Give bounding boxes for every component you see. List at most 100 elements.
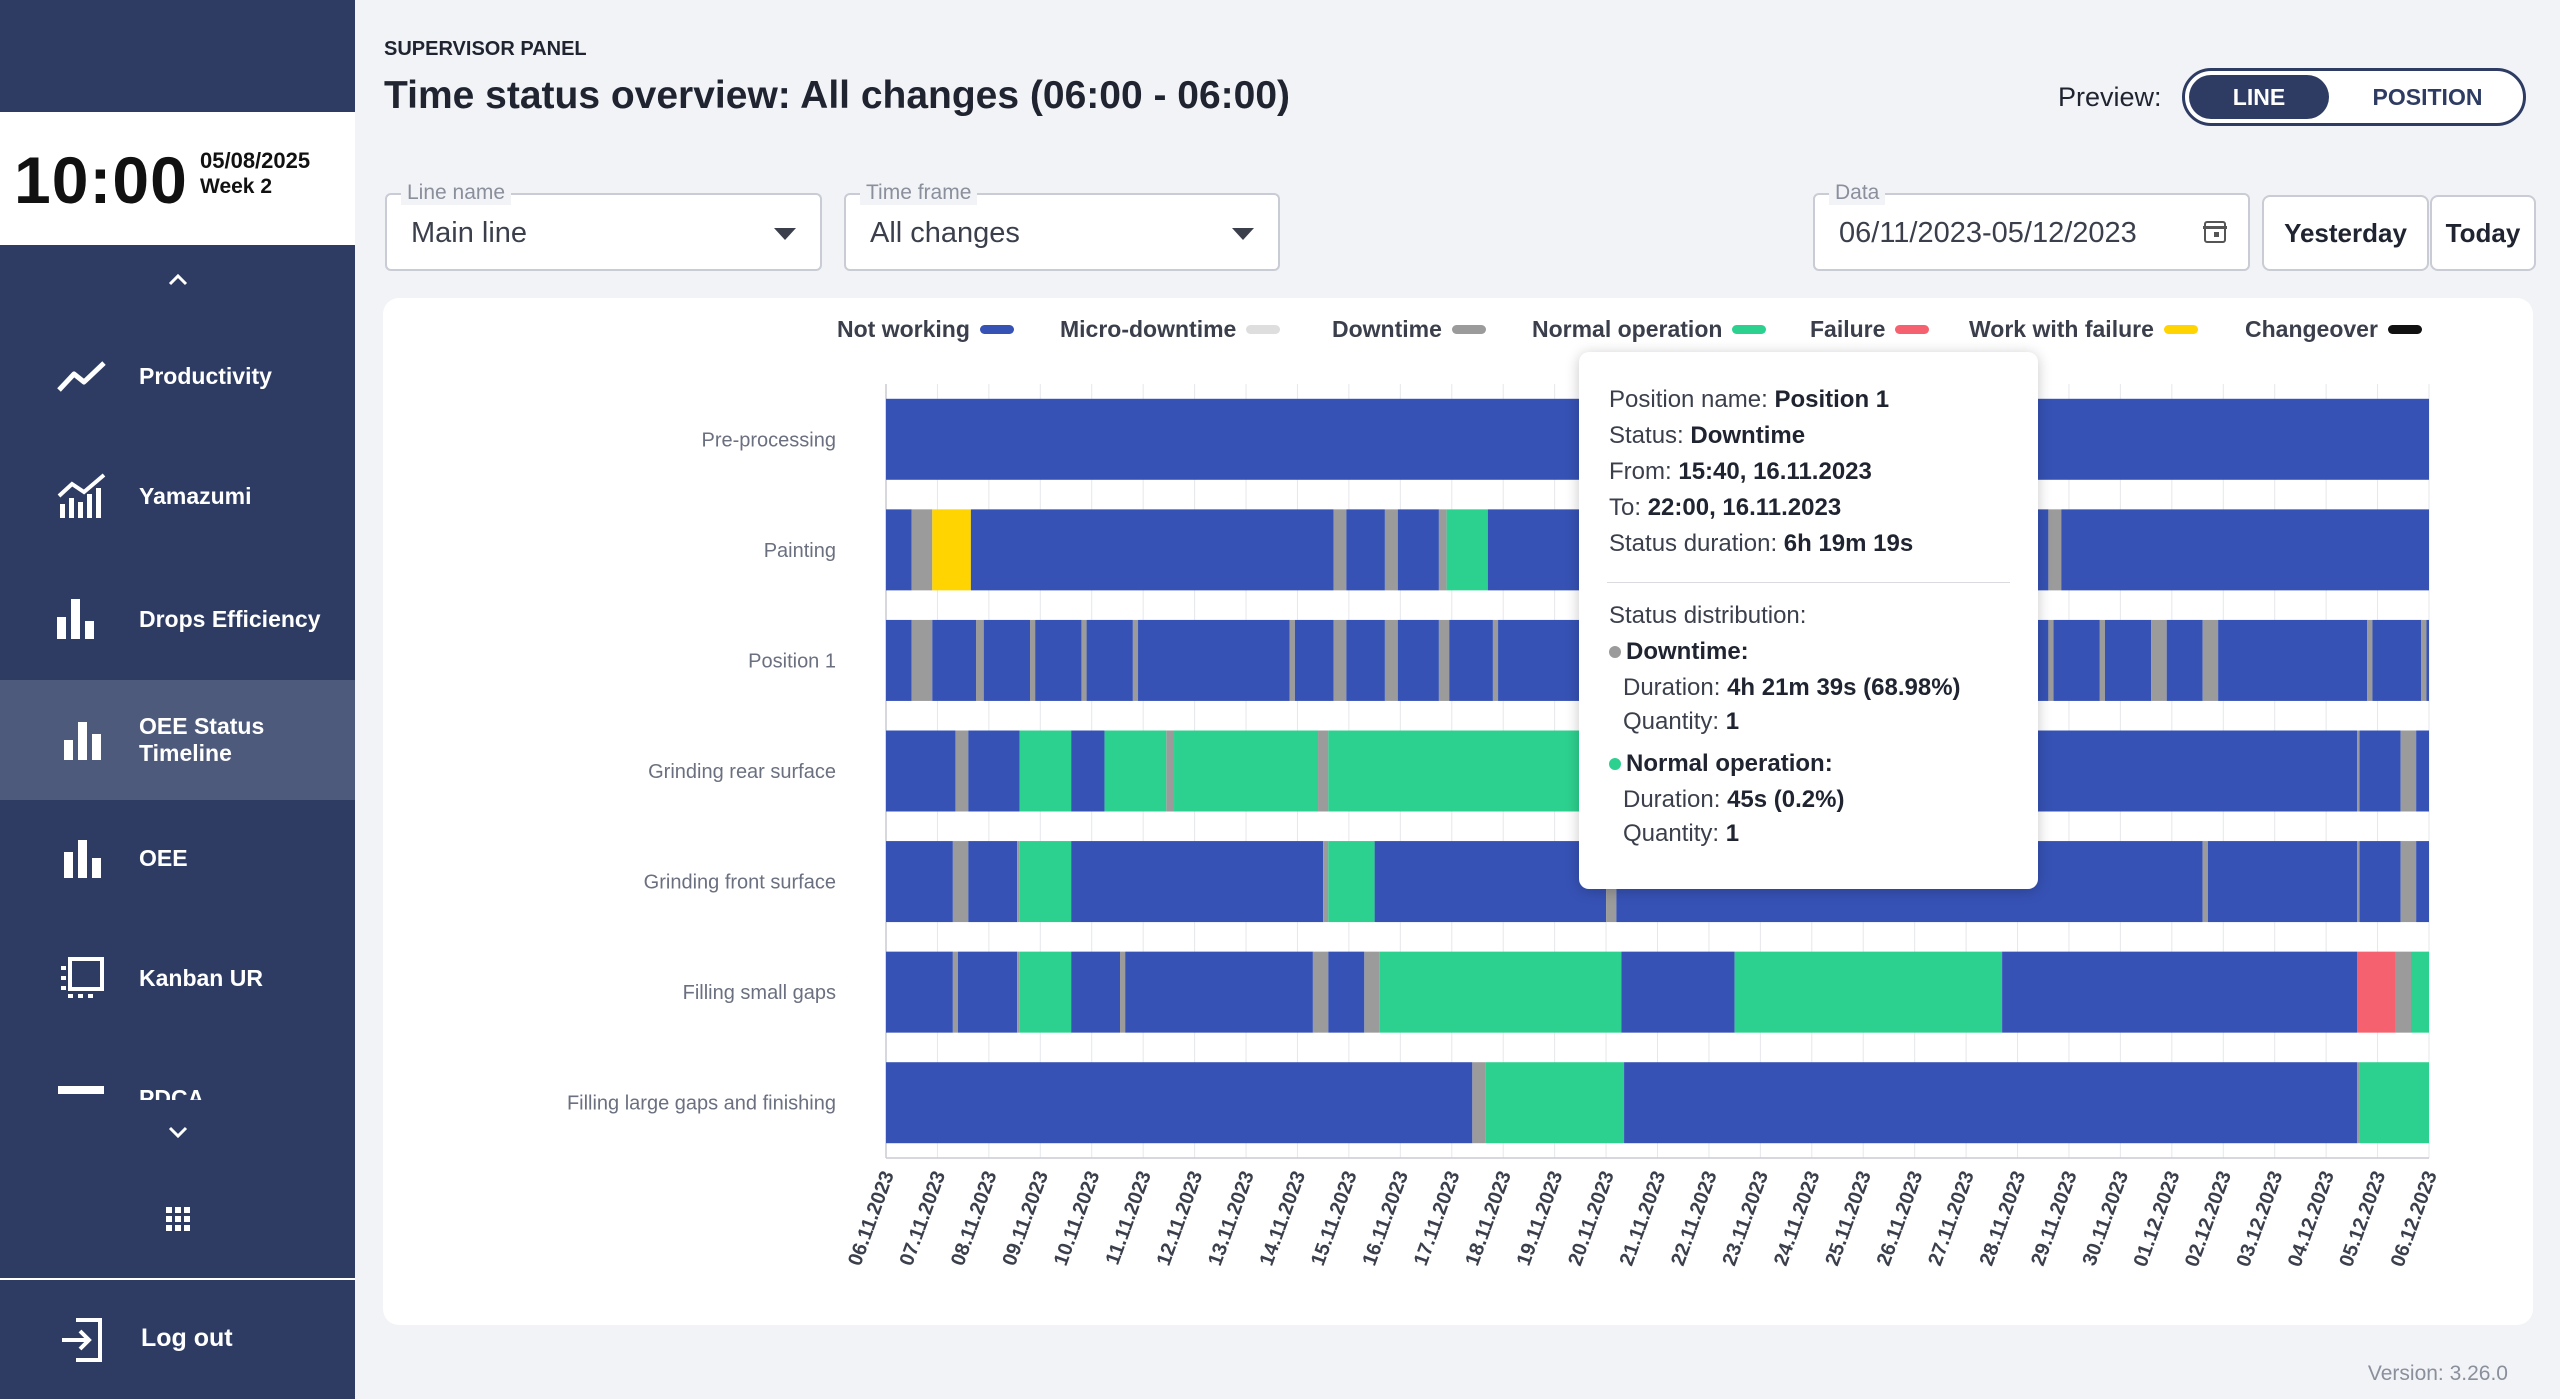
status-segment[interactable] bbox=[886, 619, 912, 701]
status-segment[interactable] bbox=[932, 619, 977, 701]
status-segment[interactable] bbox=[2356, 1062, 2360, 1144]
line-name-select[interactable]: Line name Main line bbox=[385, 181, 822, 271]
status-segment[interactable] bbox=[1071, 841, 1324, 923]
status-segment[interactable] bbox=[1019, 730, 1072, 812]
status-segment[interactable] bbox=[2104, 619, 2152, 701]
preview-position-option[interactable]: POSITION bbox=[2372, 83, 2483, 110]
status-segment[interactable] bbox=[886, 730, 956, 812]
status-segment[interactable] bbox=[1333, 509, 1347, 591]
status-segment[interactable] bbox=[2410, 951, 2429, 1033]
status-segment[interactable] bbox=[1328, 951, 1365, 1033]
status-segment[interactable] bbox=[2359, 1062, 2429, 1144]
legend-item-not-working[interactable]: Not working bbox=[837, 316, 1014, 343]
status-segment[interactable] bbox=[1374, 841, 1607, 923]
status-segment[interactable] bbox=[955, 730, 969, 812]
status-segment[interactable] bbox=[2359, 730, 2401, 812]
apps-grid-icon[interactable] bbox=[166, 1207, 190, 1231]
status-segment[interactable] bbox=[1174, 730, 1319, 812]
legend-item-failure[interactable]: Failure bbox=[1810, 316, 1930, 343]
status-segment[interactable] bbox=[932, 509, 971, 591]
legend-item-micro-downtime[interactable]: Micro-downtime bbox=[1060, 316, 1281, 343]
status-segment[interactable] bbox=[1035, 619, 1082, 701]
status-segment[interactable] bbox=[1449, 619, 1493, 701]
scroll-down-chevron-icon[interactable] bbox=[0, 1115, 355, 1146]
status-segment[interactable] bbox=[2400, 841, 2417, 923]
sidebar-item-oee-status-timeline[interactable]: OEE Status Timeline bbox=[0, 680, 355, 800]
status-segment[interactable] bbox=[2426, 619, 2429, 701]
status-segment[interactable] bbox=[1086, 619, 1133, 701]
status-segment[interactable] bbox=[2002, 951, 2357, 1033]
status-segment[interactable] bbox=[968, 730, 1020, 812]
status-segment[interactable] bbox=[1323, 841, 1329, 923]
status-segment[interactable] bbox=[1318, 730, 1329, 812]
legend-item-changeover[interactable]: Changeover bbox=[2245, 316, 2422, 343]
status-segment[interactable] bbox=[911, 619, 933, 701]
status-segment[interactable] bbox=[2099, 619, 2105, 701]
status-segment[interactable] bbox=[1346, 509, 1385, 591]
status-segment[interactable] bbox=[886, 509, 912, 591]
status-segment[interactable] bbox=[1485, 1062, 1625, 1144]
status-segment[interactable] bbox=[1438, 509, 1447, 591]
status-segment[interactable] bbox=[1017, 841, 1020, 923]
status-segment[interactable] bbox=[1138, 619, 1290, 701]
status-segment[interactable] bbox=[2367, 619, 2373, 701]
status-segment[interactable] bbox=[983, 619, 1031, 701]
status-segment[interactable] bbox=[1734, 951, 2003, 1033]
sidebar-item-oee[interactable]: OEE bbox=[0, 798, 355, 918]
status-segment[interactable] bbox=[1333, 619, 1347, 701]
status-segment[interactable] bbox=[1081, 619, 1087, 701]
status-segment[interactable] bbox=[1125, 951, 1313, 1033]
sidebar-item-pdca[interactable]: PDCA bbox=[0, 1070, 355, 1100]
legend-item-work-with-failure[interactable]: Work with failure bbox=[1969, 316, 2198, 343]
preview-line-option[interactable]: LINE bbox=[2189, 75, 2329, 119]
status-segment[interactable] bbox=[2061, 509, 2429, 591]
status-segment[interactable] bbox=[1166, 730, 1175, 812]
status-segment[interactable] bbox=[911, 509, 933, 591]
date-range-field[interactable]: Data 06/11/2023-05/12/2023 bbox=[1813, 181, 2250, 271]
sidebar-item-productivity[interactable]: Productivity bbox=[0, 316, 355, 436]
status-segment[interactable] bbox=[1346, 619, 1385, 701]
status-segment[interactable] bbox=[1472, 1062, 1486, 1144]
status-segment[interactable] bbox=[1071, 730, 1105, 812]
logout-button[interactable]: Log out bbox=[0, 1290, 355, 1390]
status-segment[interactable] bbox=[2359, 841, 2401, 923]
status-segment[interactable] bbox=[2400, 730, 2417, 812]
status-segment[interactable] bbox=[2053, 619, 2100, 701]
status-segment[interactable] bbox=[1294, 619, 1334, 701]
sidebar-item-yamazumi[interactable]: Yamazumi bbox=[0, 436, 355, 556]
status-segment[interactable] bbox=[1132, 619, 1139, 701]
status-segment[interactable] bbox=[1397, 619, 1439, 701]
status-segment[interactable] bbox=[1624, 1062, 2357, 1144]
status-segment[interactable] bbox=[2048, 509, 2062, 591]
status-segment[interactable] bbox=[1379, 951, 1622, 1033]
status-segment[interactable] bbox=[1019, 951, 1072, 1033]
status-segment[interactable] bbox=[1104, 730, 1167, 812]
status-segment[interactable] bbox=[2048, 619, 2054, 701]
legend-item-downtime[interactable]: Downtime bbox=[1332, 316, 1486, 343]
status-segment[interactable] bbox=[1397, 509, 1439, 591]
status-segment[interactable] bbox=[2166, 619, 2203, 701]
scroll-up-chevron-icon[interactable] bbox=[0, 262, 355, 293]
status-segment[interactable] bbox=[1328, 841, 1375, 923]
status-segment[interactable] bbox=[886, 841, 953, 923]
status-segment[interactable] bbox=[2202, 841, 2208, 923]
status-segment[interactable] bbox=[2218, 619, 2368, 701]
sidebar-item-drops-efficiency[interactable]: Drops Efficiency bbox=[0, 559, 355, 679]
status-segment[interactable] bbox=[1312, 951, 1329, 1033]
status-segment[interactable] bbox=[2356, 730, 2360, 812]
status-segment[interactable] bbox=[952, 951, 959, 1033]
status-segment[interactable] bbox=[952, 841, 969, 923]
status-segment[interactable] bbox=[1289, 619, 1295, 701]
status-segment[interactable] bbox=[2356, 951, 2396, 1033]
status-segment[interactable] bbox=[968, 841, 1018, 923]
yesterday-button[interactable]: Yesterday bbox=[2262, 195, 2429, 271]
status-segment[interactable] bbox=[1384, 509, 1398, 591]
status-segment[interactable] bbox=[886, 1062, 1473, 1144]
status-segment[interactable] bbox=[958, 951, 1018, 1033]
status-segment[interactable] bbox=[2207, 841, 2357, 923]
status-segment[interactable] bbox=[2202, 619, 2219, 701]
time-frame-select[interactable]: Time frame All changes bbox=[844, 181, 1280, 271]
status-segment[interactable] bbox=[2356, 841, 2360, 923]
today-button[interactable]: Today bbox=[2430, 195, 2536, 271]
status-segment[interactable] bbox=[2395, 951, 2411, 1033]
